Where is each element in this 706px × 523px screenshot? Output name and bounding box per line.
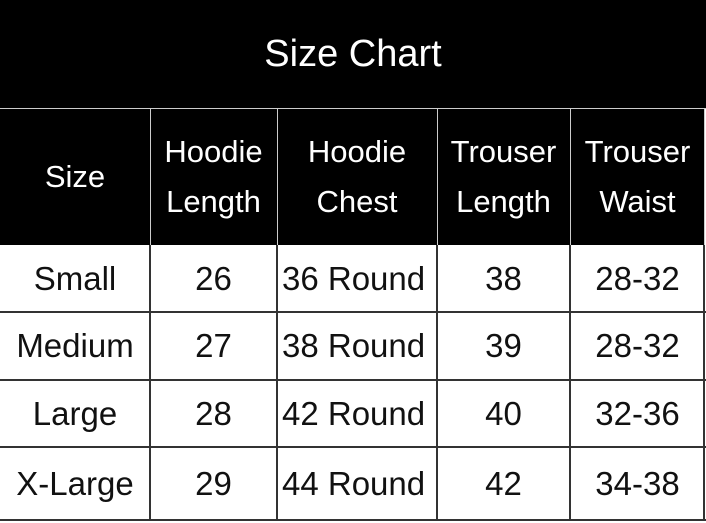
table-cell: 27	[195, 327, 232, 364]
column-header: Hoodie Chest	[277, 109, 437, 245]
column-header-line: Trouser	[450, 134, 557, 169]
header-divider	[277, 109, 278, 245]
row-divider	[0, 311, 706, 313]
column-divider	[149, 245, 151, 520]
column-header-line: Hoodie	[164, 134, 263, 169]
header-divider	[150, 109, 151, 245]
row-divider	[0, 446, 706, 448]
table-cell: 29	[195, 464, 232, 502]
table-cell: 36 Round	[282, 259, 426, 297]
table-cell: 42 Round	[282, 394, 426, 432]
size-label: Small	[33, 259, 117, 297]
size-label: Large	[32, 394, 118, 432]
table-cell: 39	[485, 327, 522, 364]
column-divider	[703, 245, 705, 520]
table-cell: 26	[195, 259, 232, 297]
table-cell: 32-36	[595, 394, 680, 432]
chart-title: Size Chart	[0, 0, 706, 108]
header-divider	[570, 109, 571, 245]
column-header-line: Hoodie	[307, 134, 407, 169]
column-header: Trouser Length	[437, 109, 570, 245]
column-header: Trouser Waist	[570, 109, 705, 245]
table-cell: 28	[195, 394, 232, 432]
size-label: Medium	[16, 327, 134, 364]
row-divider	[0, 519, 706, 521]
size-label: X-Large	[16, 464, 134, 502]
column-header-line: Length	[456, 184, 551, 219]
table-cell: 34-38	[595, 464, 680, 502]
table-cell: 38 Round	[282, 327, 426, 364]
table-cell: 38	[485, 259, 522, 297]
column-header-line: Size	[44, 159, 106, 194]
header-divider	[704, 109, 705, 245]
column-header-line: Trouser	[584, 134, 691, 169]
column-header-line: Waist	[599, 184, 676, 219]
header-divider	[437, 109, 438, 245]
table-cell: 44 Round	[282, 464, 426, 502]
divider	[0, 108, 706, 109]
table-cell: 40	[485, 394, 522, 432]
column-header-line: Length	[166, 184, 261, 219]
table-cell: 42	[485, 464, 522, 502]
column-header: Hoodie Length	[150, 109, 277, 245]
column-divider	[436, 245, 438, 520]
column-header-line: Chest	[316, 184, 398, 219]
table-cell: 28-32	[595, 327, 680, 364]
column-divider	[276, 245, 278, 520]
row-divider	[0, 379, 706, 381]
column-header: Size	[0, 109, 150, 245]
table-cell: 28-32	[595, 259, 680, 297]
column-divider	[569, 245, 571, 520]
